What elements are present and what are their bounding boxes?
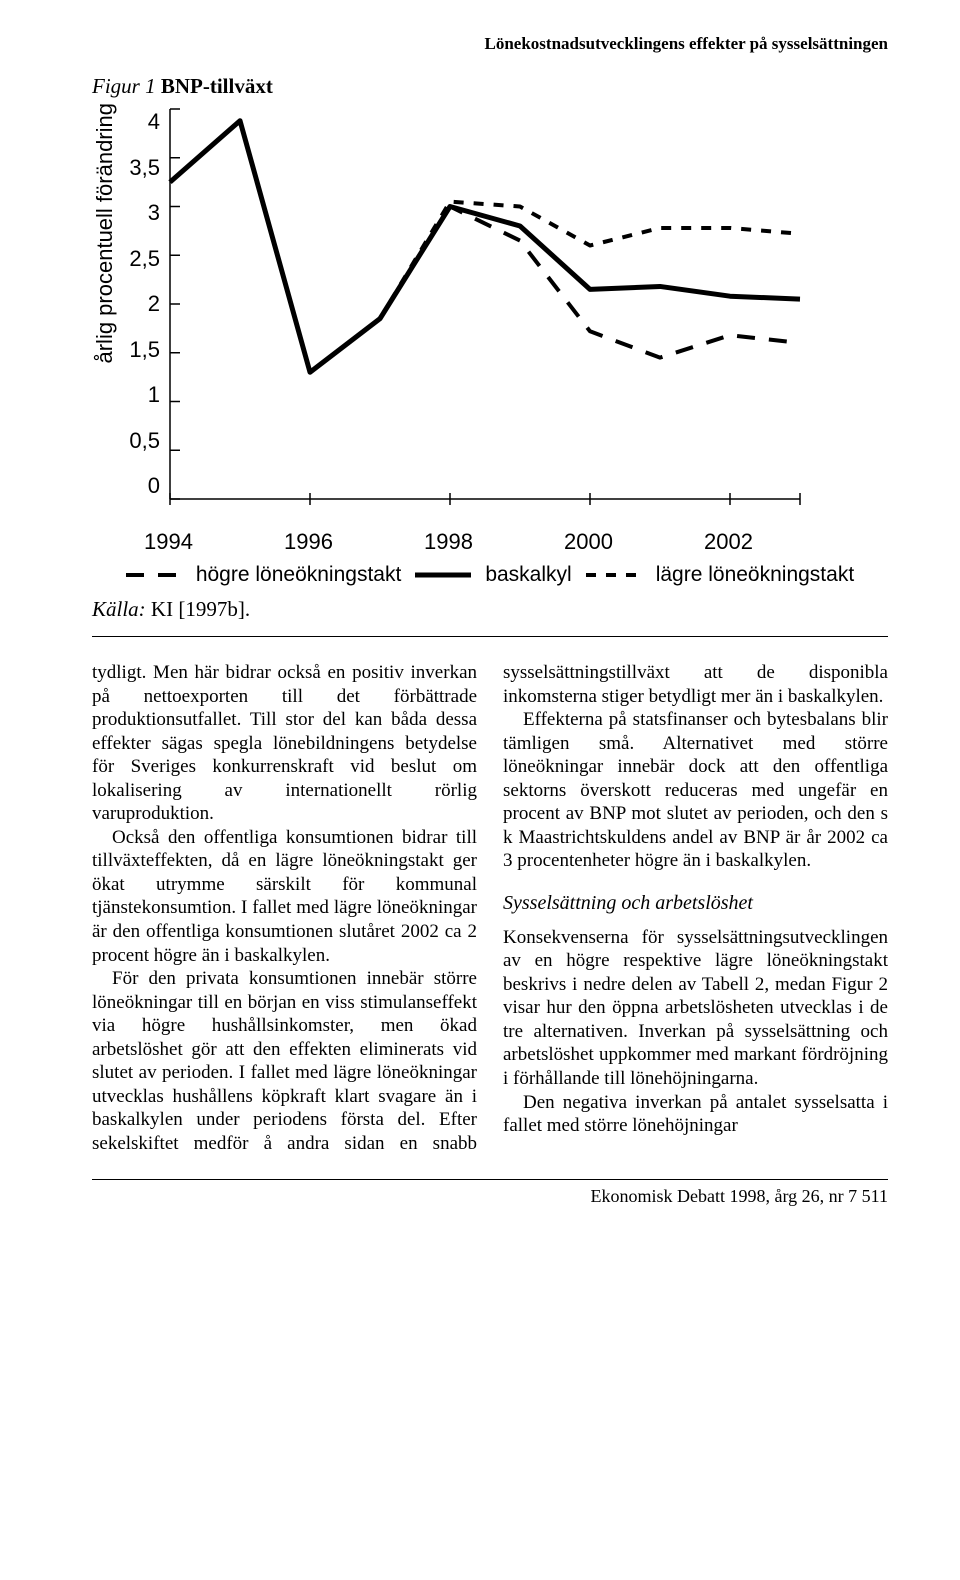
x-tick: 1998 <box>424 529 473 555</box>
legend-label: baskalkyl <box>485 563 571 587</box>
legend-label: lägre löneökningstakt <box>656 563 854 587</box>
paragraph: Också den offentliga konsumtionen bidrar… <box>92 826 477 967</box>
legend-swatch <box>126 566 182 584</box>
figure-title: BNP-tillväxt <box>161 74 273 98</box>
journal-ref: Ekonomisk Debatt 1998, årg 26, nr 7 <box>591 1186 858 1206</box>
x-tick: 2000 <box>564 529 613 555</box>
paragraph: Konsekvenserna för sysselsättningsutveck… <box>503 926 888 1091</box>
line-chart <box>166 103 806 523</box>
section-heading: Sysselsättning och arbetslöshet <box>503 891 888 916</box>
x-tick: 1994 <box>144 529 193 555</box>
page-number: 511 <box>862 1186 888 1206</box>
legend-swatch <box>415 566 471 584</box>
paragraph: tydligt. Men här bidrar också en positiv… <box>92 661 477 826</box>
page: Lönekostnadsutvecklingens effekter på sy… <box>0 0 960 1237</box>
footer-divider <box>92 1179 888 1180</box>
y-tick: 3,5 <box>129 155 160 181</box>
y-tick: 1,5 <box>129 337 160 363</box>
y-tick: 0,5 <box>129 428 160 454</box>
figure-caption: Figur 1 BNP-tillväxt <box>92 74 888 99</box>
y-axis-label: årlig procentuell förändring <box>92 103 118 404</box>
x-tick: 2002 <box>704 529 753 555</box>
chart-container: årlig procentuell förändring 4 3,5 3 2,5 2 1,… <box>92 103 888 549</box>
y-tick: 1 <box>148 382 160 408</box>
x-tick: 1996 <box>284 529 333 555</box>
legend-label: högre löneökningstakt <box>196 563 401 587</box>
paragraph: Effekterna på statsfinanser och bytesbal… <box>503 708 888 873</box>
source-label: Källa: <box>92 597 146 621</box>
divider <box>92 636 888 637</box>
legend-swatch <box>586 566 642 584</box>
chart-legend: högre löneökningstakt baskalkyl lägre löne… <box>92 563 888 587</box>
y-tick-labels: 4 3,5 3 2,5 2 1,5 1 0,5 0 <box>120 109 166 499</box>
figure-number: Figur 1 <box>92 74 156 98</box>
y-tick: 2,5 <box>129 246 160 272</box>
running-head: Lönekostnadsutvecklingens effekter på sy… <box>92 34 888 54</box>
source-text: KI [1997b]. <box>146 597 250 621</box>
figure-source: Källa: KI [1997b]. <box>92 597 888 622</box>
y-tick: 0 <box>148 473 160 499</box>
y-tick: 3 <box>148 200 160 226</box>
body-text: tydligt. Men här bidrar också en positiv… <box>92 661 888 1155</box>
x-tick-labels: 19941996199820002002 <box>166 523 806 549</box>
y-tick: 2 <box>148 291 160 317</box>
paragraph: Den negativa inverkan på antalet syssels… <box>503 1091 888 1138</box>
page-footer: Ekonomisk Debatt 1998, årg 26, nr 7 511 <box>92 1186 888 1207</box>
y-tick: 4 <box>148 109 160 135</box>
